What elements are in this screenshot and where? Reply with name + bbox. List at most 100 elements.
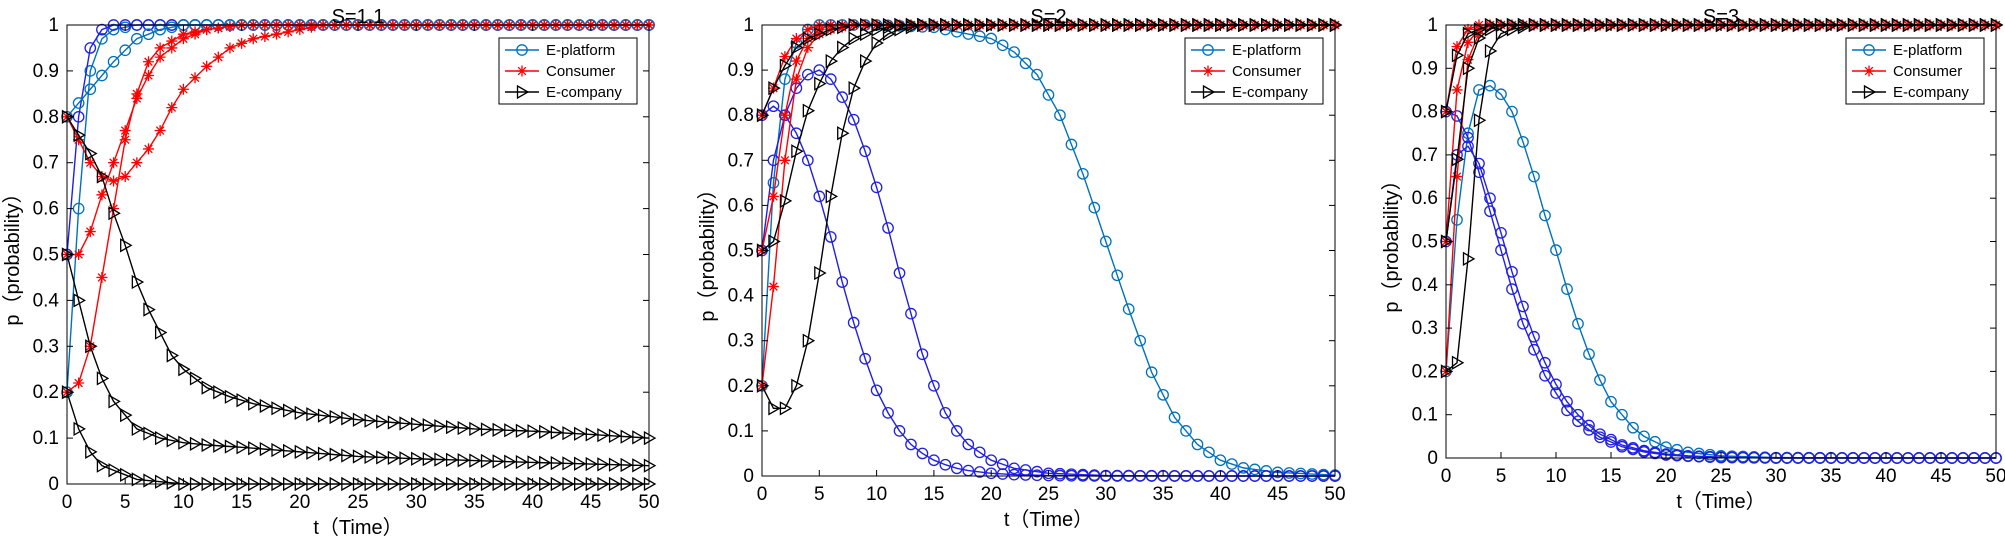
y-tick-label: 0.9 <box>33 61 59 82</box>
data-point <box>96 169 110 184</box>
data-point <box>492 454 505 469</box>
data-point <box>120 408 133 423</box>
data-point <box>1008 46 1020 58</box>
data-point <box>306 407 319 422</box>
data-point <box>1517 136 1529 148</box>
data-point <box>73 293 86 308</box>
data-point <box>1638 446 1650 458</box>
data-point <box>871 35 884 51</box>
data-point <box>480 453 494 469</box>
chart-title: S=3 <box>1703 6 1739 28</box>
y-tick-label: 0.4 <box>728 286 755 307</box>
data-point <box>387 450 401 465</box>
x-tick-label: 35 <box>1153 484 1174 505</box>
y-tick-label: 1 <box>48 15 59 36</box>
legend-label: E-platform <box>1232 42 1301 59</box>
data-point <box>825 189 839 204</box>
data-point <box>848 81 861 96</box>
data-point <box>376 450 389 465</box>
data-point <box>224 439 238 454</box>
data-point <box>1451 214 1463 226</box>
y-axis-label: p（probability） <box>1 183 24 325</box>
data-point <box>259 441 273 457</box>
data-point <box>1539 209 1551 222</box>
data-point <box>515 423 529 438</box>
data-point <box>1693 447 1705 460</box>
data-point <box>457 453 471 468</box>
data-point <box>84 83 97 96</box>
data-point <box>480 422 494 437</box>
data-point <box>131 92 143 104</box>
data-point <box>305 21 317 33</box>
x-tick-label: 20 <box>289 492 310 513</box>
legend-marker-icon <box>1202 44 1214 56</box>
data-point <box>859 352 871 365</box>
data-point <box>802 333 816 348</box>
series-company-9 <box>61 109 657 446</box>
data-point <box>1214 454 1227 467</box>
x-tick-label: 30 <box>406 492 427 513</box>
x-tick-label: 30 <box>1765 466 1786 487</box>
x-tick-label: 0 <box>757 484 768 505</box>
data-point <box>767 190 779 202</box>
x-tick-label: 25 <box>1710 466 1731 487</box>
legend-item-consumer: Consumer <box>1852 63 1962 80</box>
data-point <box>893 267 906 279</box>
data-point <box>96 23 108 36</box>
data-point <box>985 32 998 45</box>
x-tick-label: 50 <box>638 492 659 513</box>
y-tick-label: 0.7 <box>1412 145 1438 166</box>
data-point <box>779 73 791 85</box>
data-point <box>837 126 850 141</box>
data-point <box>61 385 75 400</box>
data-point <box>1627 443 1639 456</box>
data-point <box>1440 104 1454 119</box>
data-point <box>247 33 259 45</box>
data-point <box>1134 334 1147 347</box>
data-point <box>1517 317 1529 330</box>
data-point <box>469 421 482 437</box>
data-point <box>768 401 781 416</box>
data-point <box>189 436 203 451</box>
x-tick-label: 15 <box>231 492 252 513</box>
y-axis-label: p（probability） <box>696 179 719 321</box>
data-point <box>399 451 412 466</box>
x-tick-label: 40 <box>1875 466 1896 487</box>
x-tick-label: 0 <box>1441 466 1452 487</box>
data-point <box>791 40 804 55</box>
x-tick-label: 35 <box>464 492 485 513</box>
data-point <box>271 28 283 40</box>
data-point <box>1550 244 1562 257</box>
x-tick-label: 45 <box>1930 466 1951 487</box>
data-point <box>1649 447 1661 460</box>
chart-panel-3: 0 5 10 15 20 25 30 35 40 45 50 0 0.1 0.2 0.3 0.4 0.5 0.6 0… <box>1380 6 2005 513</box>
data-point <box>1484 43 1498 59</box>
data-point <box>1506 283 1518 295</box>
legend-label: E-company <box>1893 84 1969 101</box>
legend-label: Consumer <box>546 63 615 80</box>
legend-item-consumer: Consumer <box>1191 63 1301 80</box>
data-point <box>61 109 75 124</box>
data-point <box>985 467 998 480</box>
data-point <box>585 456 599 472</box>
data-point <box>73 421 86 437</box>
data-point <box>1484 192 1496 205</box>
data-point <box>801 154 814 167</box>
data-point <box>962 438 975 451</box>
data-point <box>143 426 156 441</box>
y-tick-label: 0.9 <box>1412 58 1438 79</box>
data-point <box>632 430 645 445</box>
data-point <box>364 449 377 465</box>
data-point <box>527 455 540 470</box>
x-tick-label: 5 <box>814 484 825 505</box>
x-tick-label: 25 <box>1038 484 1059 505</box>
y-tick-label: 0.1 <box>728 421 754 442</box>
data-point <box>236 393 249 408</box>
data-point <box>352 412 366 427</box>
y-tick-label: 1 <box>1427 15 1438 36</box>
data-point <box>259 30 271 42</box>
data-point <box>859 26 873 42</box>
y-tick-label: 0.7 <box>728 150 754 171</box>
data-point <box>1440 364 1454 379</box>
data-point <box>847 316 860 329</box>
